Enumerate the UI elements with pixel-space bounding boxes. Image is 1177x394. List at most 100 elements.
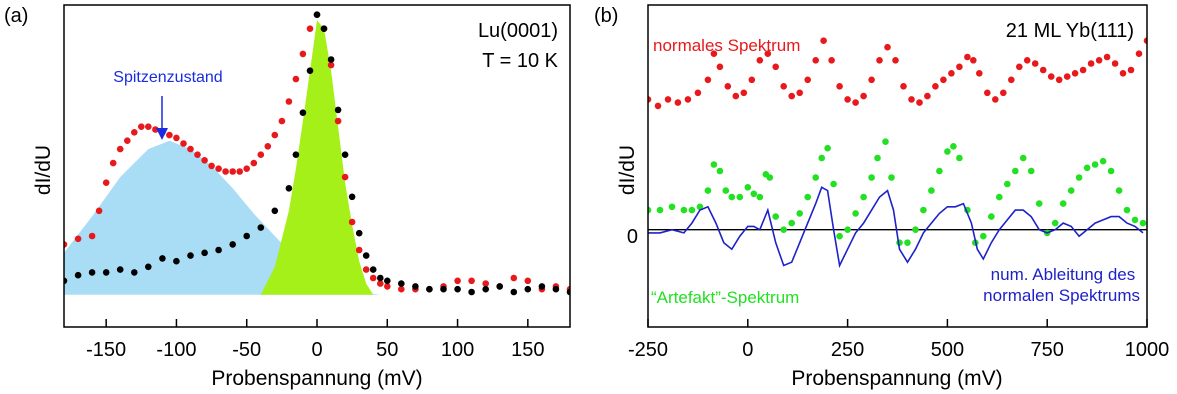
panel-b-series-1-point	[950, 143, 957, 150]
panel-a-series-1-point	[320, 25, 328, 32]
panel-b-series-1-point	[904, 239, 911, 246]
panel-b-series-1-point	[812, 174, 819, 181]
panel-b-series-1-point	[804, 193, 811, 201]
panel-b-series-0-point	[984, 89, 991, 97]
panel-b-series-1-point	[1027, 167, 1035, 175]
panel-b-series-1-point	[766, 174, 774, 181]
panel-a-series-0-point	[138, 123, 145, 130]
panel-a-series-0-point	[250, 159, 258, 167]
panel-b-series-0-point	[852, 99, 859, 106]
panel-a-series-1-point	[243, 232, 250, 240]
panel-a-series-0-point	[482, 280, 490, 287]
panel-a-series-1-point	[229, 241, 236, 248]
legend-artefakt-spektrum: “Artefakt”-Spektrum	[651, 288, 799, 307]
panel-b-series-0-point	[1143, 37, 1147, 44]
panel-a-series-1-point	[173, 257, 180, 265]
panel-b-series-1-point	[1131, 216, 1139, 224]
panel-b-series-1-point	[1051, 219, 1059, 227]
legend-num-ableitung-line1: num. Ableitung des	[991, 265, 1136, 284]
panel-b-x-ticks: -250 0 250 500 750 1000	[628, 319, 1169, 361]
panel-b-series-0-point	[654, 102, 662, 110]
panel-b-xtick-label: 500	[931, 339, 964, 361]
panel-b-series-0-point	[716, 63, 724, 71]
panel-b-series-0-point	[828, 57, 835, 64]
panel-a-series-0-point	[208, 162, 215, 170]
panel-a-ylabel: dI/dU	[32, 145, 55, 195]
panel-a-label: (a)	[4, 5, 28, 27]
panel-a-series-0-point	[398, 285, 405, 293]
panel-a-series-0-point	[384, 283, 391, 290]
panel-b-series-1-point	[1123, 206, 1131, 214]
panel-a-series-0-point	[524, 277, 532, 285]
panel-a-xtick-label: 50	[376, 339, 398, 361]
panel-a-series-0-point	[510, 274, 518, 282]
panel-b-series-1-point	[1067, 187, 1075, 194]
panel-b-series-0-point	[756, 57, 764, 64]
panel-a-series-1-point	[552, 285, 560, 293]
panel-a-series-0-point	[88, 232, 96, 240]
panel-b-series-0-point	[924, 92, 931, 100]
panel-a-series-0-point	[124, 137, 131, 144]
panel-b-series-0-point	[1087, 60, 1095, 67]
panel-a-series-0-point	[152, 126, 159, 133]
panel-b-series-0-point	[956, 63, 963, 71]
annotation-spitzenzustand: Spitzenzustand	[113, 69, 222, 86]
panel-b-series-1-point	[716, 167, 724, 175]
panel-a-x-ticks: -150 -100 -50 0 50 100 150	[86, 319, 545, 361]
derivative-line	[648, 186, 1144, 269]
panel-b-data	[648, 37, 1147, 269]
panel-b-series-1-point	[736, 193, 744, 201]
panel-b-series-1-point	[796, 210, 803, 217]
panel-a-series-1-point	[426, 285, 433, 293]
panel-a-xtick-label: 100	[441, 339, 474, 361]
panel-b-series-0-point	[860, 92, 867, 100]
panel-b-ylabel: dI/dU	[616, 145, 639, 195]
panel-b-series-1-point	[1035, 200, 1043, 207]
panel-b-series-0-point	[940, 76, 947, 84]
panel-a-series-0-point	[278, 117, 286, 125]
panel-b-series-1-point	[830, 180, 837, 188]
panel-b-series-0-point	[1079, 66, 1087, 74]
panel-b-series-1-point	[1115, 187, 1123, 194]
panel-b-series-1-point	[944, 148, 951, 155]
panel-b-series-0-point	[1023, 57, 1031, 64]
panel-a-series-1-point	[215, 246, 222, 254]
panel-b-series-0-point	[1039, 66, 1047, 74]
panel-b-series-1-point	[788, 219, 795, 227]
panel-b-series-0-point	[970, 57, 977, 64]
panel-b-series-0-point	[1047, 73, 1055, 80]
panel-a-series-1-point	[159, 255, 166, 262]
panel-a-xtick-label: -150	[86, 339, 126, 361]
panel-a-series-1-point	[334, 106, 342, 114]
legend-normales-spektrum: normales Spektrum	[653, 36, 800, 55]
panel-b-series-0-point	[1031, 60, 1039, 67]
panel-b-series-0-point	[964, 53, 971, 61]
panel-b-series-0-point	[788, 92, 795, 100]
panel-a-series-0-point	[257, 151, 265, 158]
panel-a-series-0-point	[348, 218, 356, 226]
panel-a-series-0-point	[201, 157, 208, 164]
panel-b-ytick-zero: 0	[627, 226, 638, 248]
panel-b-series-0-point	[674, 99, 682, 106]
annotation-material-b: 21 ML Yb(111)	[1006, 20, 1134, 42]
panel-a-series-1-point	[116, 266, 124, 273]
panel-a-series-0-point	[369, 274, 377, 282]
panel-b-series-1-point	[980, 232, 987, 240]
panel-a-series-1-point	[468, 288, 475, 296]
panel-a-series-1-point	[362, 252, 370, 259]
panel-a-series-0-point	[299, 50, 307, 58]
panel-a-series-1-point	[64, 277, 68, 285]
panel-a-series-0-point	[222, 168, 229, 175]
panel-b-series-1-point	[648, 206, 652, 214]
panel-a-series-1-point	[482, 285, 490, 293]
panel-b-series-0-point	[710, 50, 718, 57]
panel-a-series-0-point	[102, 179, 110, 186]
panel-b-series-1-point	[1012, 167, 1019, 175]
panel-b-series-0-point	[812, 57, 819, 64]
panel-b-series-1-point	[1019, 154, 1027, 162]
panel-b-series-0-point	[1127, 66, 1135, 74]
panel-b-series-1-point	[728, 193, 736, 201]
panel-b-series-1-point	[988, 213, 995, 220]
panel-b-series-0-point	[1000, 89, 1007, 97]
panel-a-series-0-point	[109, 159, 117, 167]
